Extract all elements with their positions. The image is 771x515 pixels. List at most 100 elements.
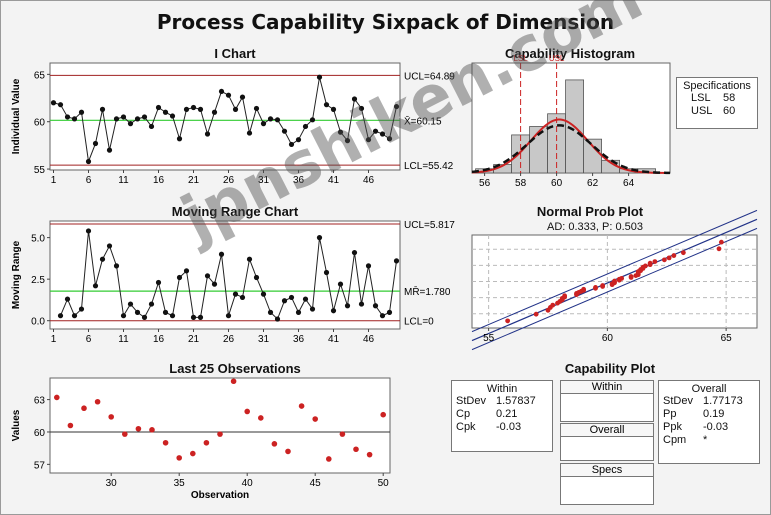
- ichart-point: [99, 106, 106, 112]
- mr-xtick-label: 41: [328, 334, 340, 345]
- within-cp-value: 0.21: [496, 408, 518, 420]
- last25-xtick-label: 35: [174, 478, 186, 489]
- ichart-point: [148, 123, 155, 130]
- mr-point: [218, 251, 225, 257]
- mr-ytick-label: 5.0: [31, 234, 45, 245]
- last25-ytick-label: 63: [34, 396, 46, 407]
- ichart-point: [57, 102, 64, 108]
- ichart-point: [239, 94, 246, 100]
- overall-stdev-label: StDev: [663, 395, 693, 407]
- mr-point: [85, 228, 92, 234]
- histogram-bar: [583, 138, 602, 174]
- within-stats-box: Within StDev 1.57837 Cp 0.21 Cpk -0.03: [451, 380, 553, 452]
- ichart-point: [358, 105, 365, 112]
- mr-point: [358, 301, 365, 307]
- mr-point: [134, 309, 141, 315]
- spec-lsl-label: LSL: [691, 92, 711, 104]
- mr-point: [225, 313, 232, 319]
- last25-point: [230, 378, 237, 385]
- ichart-point: [50, 100, 57, 106]
- normplot-point: [671, 253, 677, 258]
- mr-point: [386, 309, 393, 315]
- last25-point: [258, 415, 264, 421]
- mr-ytick-label: 0.0: [31, 317, 45, 328]
- specifications-title: Specifications: [683, 80, 751, 92]
- mr-point: [239, 294, 246, 301]
- specs-interval-title: Specs: [561, 464, 653, 477]
- ichart-point: [379, 131, 386, 137]
- mr-point: [176, 274, 183, 281]
- normplot-ci-line: [471, 209, 758, 333]
- ichart-ucl-label: UCL=64.89: [404, 71, 455, 82]
- normplot-point: [661, 257, 667, 263]
- mr-point: [344, 303, 351, 309]
- mr-point: [183, 268, 190, 274]
- ichart-point: [71, 116, 78, 122]
- ichart-xtick-label: 21: [188, 175, 200, 186]
- mr-xtick-label: 31: [258, 334, 270, 345]
- ichart-point: [106, 147, 113, 153]
- overall-stats-box: Overall StDev 1.77173 Pp 0.19 Ppk -0.03 Cpm…: [658, 380, 760, 464]
- mr-point: [148, 301, 155, 307]
- mr-point: [309, 306, 316, 312]
- ichart-series-line: [53, 77, 397, 164]
- mr-point: [393, 258, 400, 264]
- normplot-point: [533, 311, 539, 317]
- ichart-point: [141, 114, 148, 120]
- normplot-xtick-label: 55: [483, 333, 495, 344]
- last25-point: [94, 398, 101, 405]
- ichart-xtick-label: 41: [328, 175, 340, 186]
- ichart-point: [372, 128, 379, 134]
- histogram-xtick-label: 60: [551, 178, 563, 189]
- last25-point: [176, 455, 182, 461]
- mr-point: [323, 269, 330, 276]
- within-interval-box: Within: [560, 380, 654, 422]
- last25-point: [54, 394, 60, 401]
- ichart-title: I Chart: [214, 46, 256, 61]
- mr-xtick-label: 6: [86, 334, 92, 345]
- last25-point: [190, 450, 196, 457]
- last25-xtick-label: 45: [310, 478, 322, 489]
- ichart-cl-label: X̄=60.15: [404, 115, 442, 128]
- ichart-xtick-label: 26: [223, 175, 235, 186]
- mr-point: [71, 313, 78, 319]
- mr-lcl-label: LCL=0: [404, 317, 434, 328]
- mr-point: [232, 291, 239, 297]
- normplot-point: [593, 284, 598, 290]
- normplot-subtitle: AD: 0.333, P: 0.503: [546, 221, 643, 233]
- last25-point: [149, 427, 155, 433]
- last25-point: [67, 422, 74, 429]
- ichart-point: [204, 131, 211, 137]
- normplot-point: [716, 246, 722, 252]
- normplot-xtick-label: 60: [602, 333, 614, 344]
- mr-point: [162, 309, 169, 315]
- specifications-box: Specifications LSL 58 USL 60: [676, 77, 758, 129]
- ichart-ytick-label: 55: [34, 165, 46, 176]
- mr-xtick-label: 16: [153, 334, 165, 345]
- normplot-point: [600, 283, 606, 288]
- ichart-point: [78, 109, 85, 115]
- within-interval-title: Within: [561, 381, 653, 394]
- normplot-point: [628, 274, 634, 279]
- mr-point: [190, 314, 197, 320]
- mr-xtick-label: 36: [293, 334, 305, 345]
- ichart-point: [134, 116, 141, 122]
- last25-point: [380, 411, 387, 418]
- histogram-lsl-label: LSL: [513, 54, 528, 63]
- ichart-point: [386, 136, 393, 142]
- mr-point: [120, 313, 127, 319]
- normplot-point: [550, 302, 556, 308]
- mr-point: [197, 314, 204, 320]
- last25-point: [162, 439, 169, 446]
- mr-point: [351, 249, 358, 256]
- last25-point: [135, 425, 142, 432]
- last25-xtick-label: 40: [242, 478, 254, 489]
- mr-point: [57, 313, 64, 319]
- last25-point: [122, 431, 128, 437]
- mr-plot-area: [49, 220, 401, 330]
- last25-ytick-label: 57: [34, 460, 46, 471]
- overall-cpm-label: Cpm: [663, 434, 687, 446]
- histogram-overall-curve: [471, 124, 671, 175]
- overall-cpm-value: *: [703, 434, 708, 446]
